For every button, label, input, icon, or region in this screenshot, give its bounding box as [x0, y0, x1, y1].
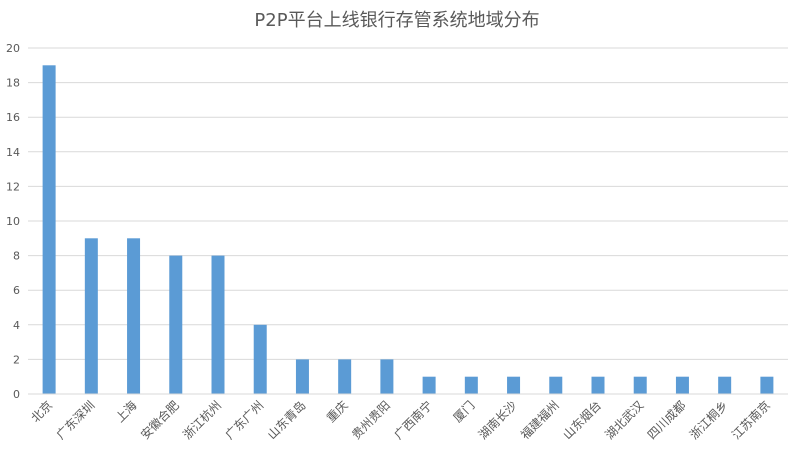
x-tick-label: 浙江桐乡 [687, 398, 731, 442]
y-axis-ticks: 0 2 4 6 8 10 12 14 16 18 20 [6, 42, 20, 401]
bar [633, 376, 647, 394]
x-tick-label: 湖南长沙 [475, 398, 520, 443]
bar [549, 376, 563, 394]
x-tick-label: 北京 [28, 398, 55, 425]
bar [295, 359, 309, 394]
bar [42, 65, 56, 395]
x-tick-label: 贵州贵阳 [349, 398, 393, 442]
x-tick-label: 湖北武汉 [602, 398, 647, 443]
y-tick-label: 4 [13, 319, 20, 332]
y-tick-label: 0 [13, 388, 20, 401]
bar [253, 324, 267, 394]
x-tick-label: 广东深圳 [54, 398, 98, 442]
gridlines [28, 47, 788, 360]
x-tick-label: 山东烟台 [560, 398, 605, 443]
y-tick-label: 18 [6, 77, 20, 90]
x-tick-label: 浙江杭州 [180, 398, 225, 443]
y-tick-label: 6 [13, 284, 20, 297]
y-tick-label: 14 [6, 146, 20, 159]
bar [591, 376, 605, 394]
x-tick-label: 四川成都 [645, 398, 689, 442]
bar [718, 376, 732, 394]
bar [211, 255, 225, 394]
bar [760, 376, 774, 394]
x-tick-label: 江苏南京 [728, 398, 773, 443]
x-tick-label: 厦门 [450, 398, 478, 426]
x-tick-label: 广西南宁 [391, 398, 436, 443]
y-tick-label: 20 [6, 42, 20, 55]
y-tick-label: 2 [13, 353, 20, 366]
bar [338, 359, 352, 394]
x-tick-label: 广东广州 [222, 398, 266, 442]
chart-title: P2P平台上线银行存管系统地域分布 [254, 10, 540, 31]
y-tick-label: 10 [6, 215, 20, 228]
y-tick-label: 16 [6, 111, 20, 124]
bar [84, 238, 98, 394]
x-tick-label: 重庆 [324, 398, 351, 425]
bar [422, 376, 436, 394]
x-tick-label: 安徽合肥 [137, 398, 182, 443]
x-tick-label: 上海 [112, 398, 140, 426]
bars [42, 65, 774, 395]
bar [380, 359, 394, 394]
bar [507, 376, 521, 394]
bar [127, 238, 141, 394]
x-tick-label: 山东青岛 [264, 398, 309, 443]
x-tick-label: 福建福州 [517, 398, 562, 443]
bar [675, 376, 689, 394]
bar [464, 376, 478, 394]
bar [169, 255, 183, 394]
y-tick-label: 12 [6, 180, 20, 193]
y-tick-label: 8 [13, 250, 20, 263]
